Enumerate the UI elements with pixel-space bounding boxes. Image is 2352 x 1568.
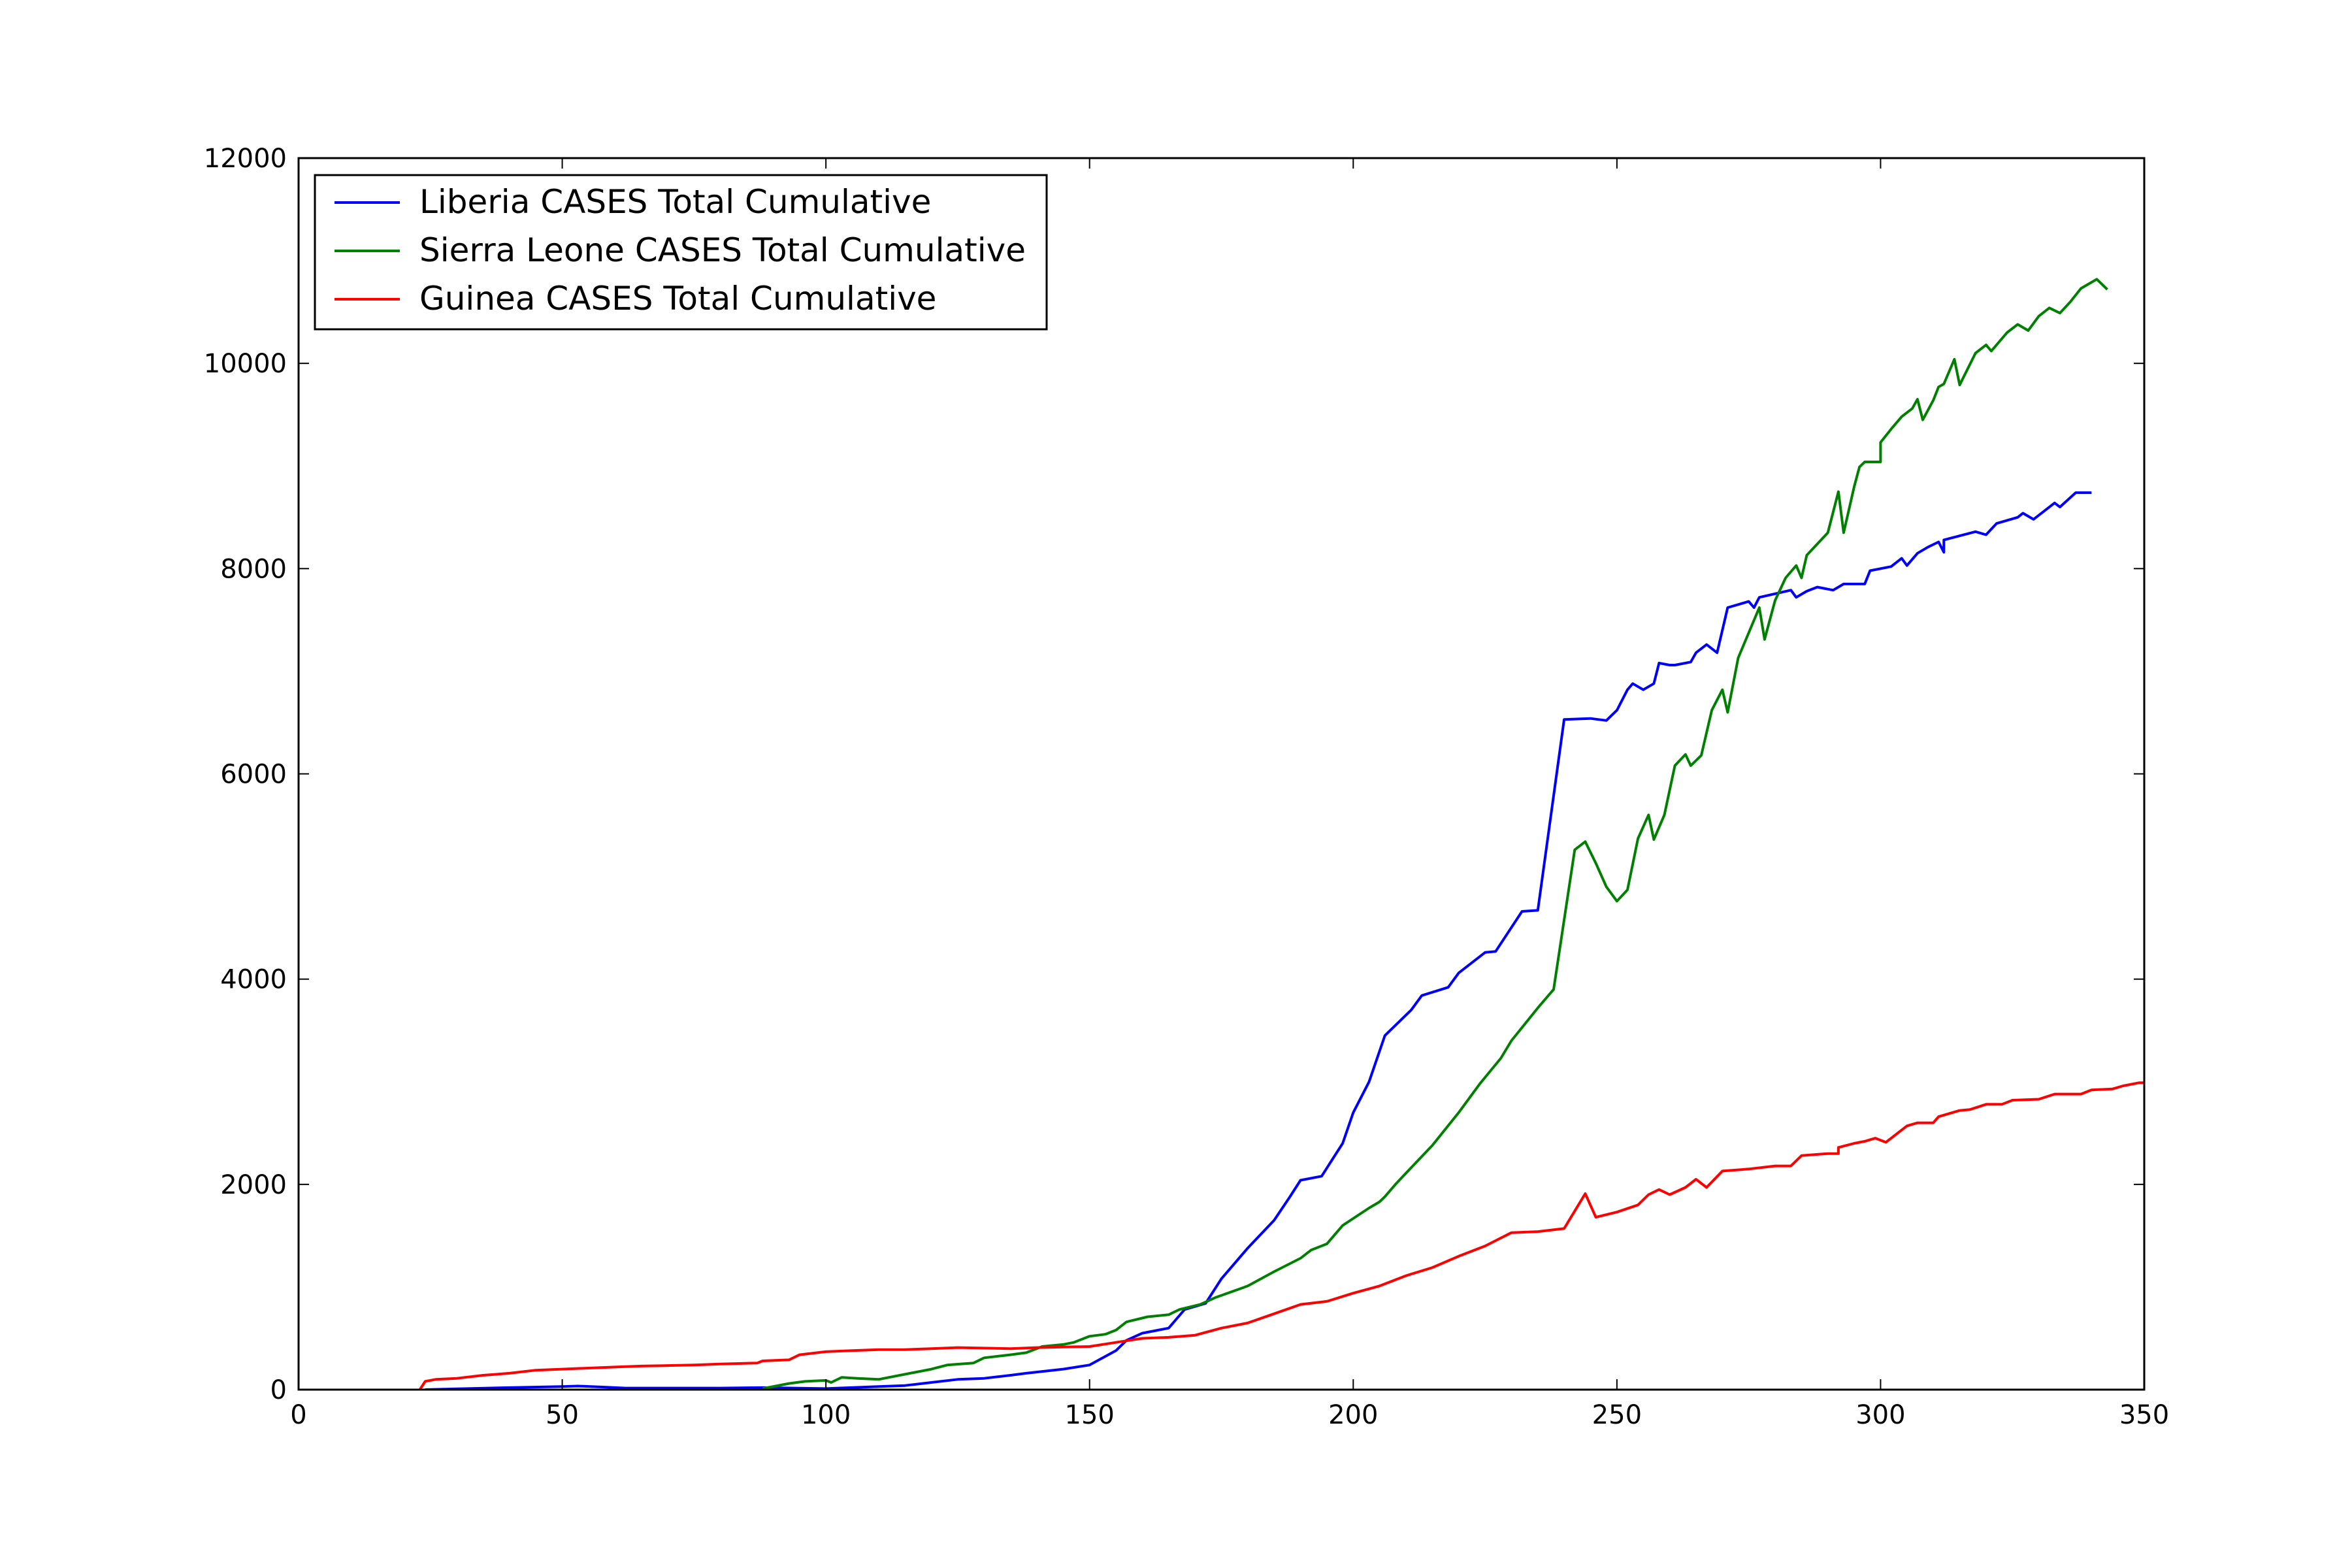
series-line-sierra-leone	[762, 278, 2108, 1390]
x-tick-label: 300	[1855, 1400, 1905, 1430]
x-tick-label: 50	[546, 1400, 579, 1430]
y-tick-label: 10000	[204, 349, 287, 379]
x-tick-label: 0	[290, 1400, 306, 1430]
x-tick-label: 150	[1065, 1400, 1115, 1430]
legend-label-guinea: Guinea CASES Total Cumulative	[419, 280, 936, 318]
plot-frame	[297, 157, 2146, 1391]
series-layer	[418, 278, 2144, 1390]
x-tick-label: 250	[1592, 1400, 1642, 1430]
plot-area	[299, 158, 2144, 1390]
x-tick-label: 350	[2119, 1400, 2169, 1430]
x-tick-label: 100	[801, 1400, 851, 1430]
legend: Liberia CASES Total Cumulative Sierra Le…	[314, 174, 1048, 331]
tick-layer: 0 50 100 150 200 250 300 350 0 2000 4000 6000 8000 10…	[204, 144, 2169, 1430]
y-tick-label: 4000	[220, 965, 287, 995]
y-tick-label: 8000	[220, 554, 287, 584]
y-tick-label: 0	[270, 1375, 287, 1405]
x-tick-label: 200	[1328, 1400, 1378, 1430]
legend-label-sierra-leone: Sierra Leone CASES Total Cumulative	[419, 231, 1026, 269]
legend-label-liberia: Liberia CASES Total Cumulative	[419, 183, 931, 221]
series-line-liberia	[425, 491, 2092, 1390]
y-tick-label: 12000	[204, 144, 287, 174]
y-tick-label: 2000	[220, 1170, 287, 1200]
series-line-guinea	[418, 1081, 2144, 1390]
y-tick-label: 6000	[220, 760, 287, 790]
legend-box	[314, 174, 1048, 331]
